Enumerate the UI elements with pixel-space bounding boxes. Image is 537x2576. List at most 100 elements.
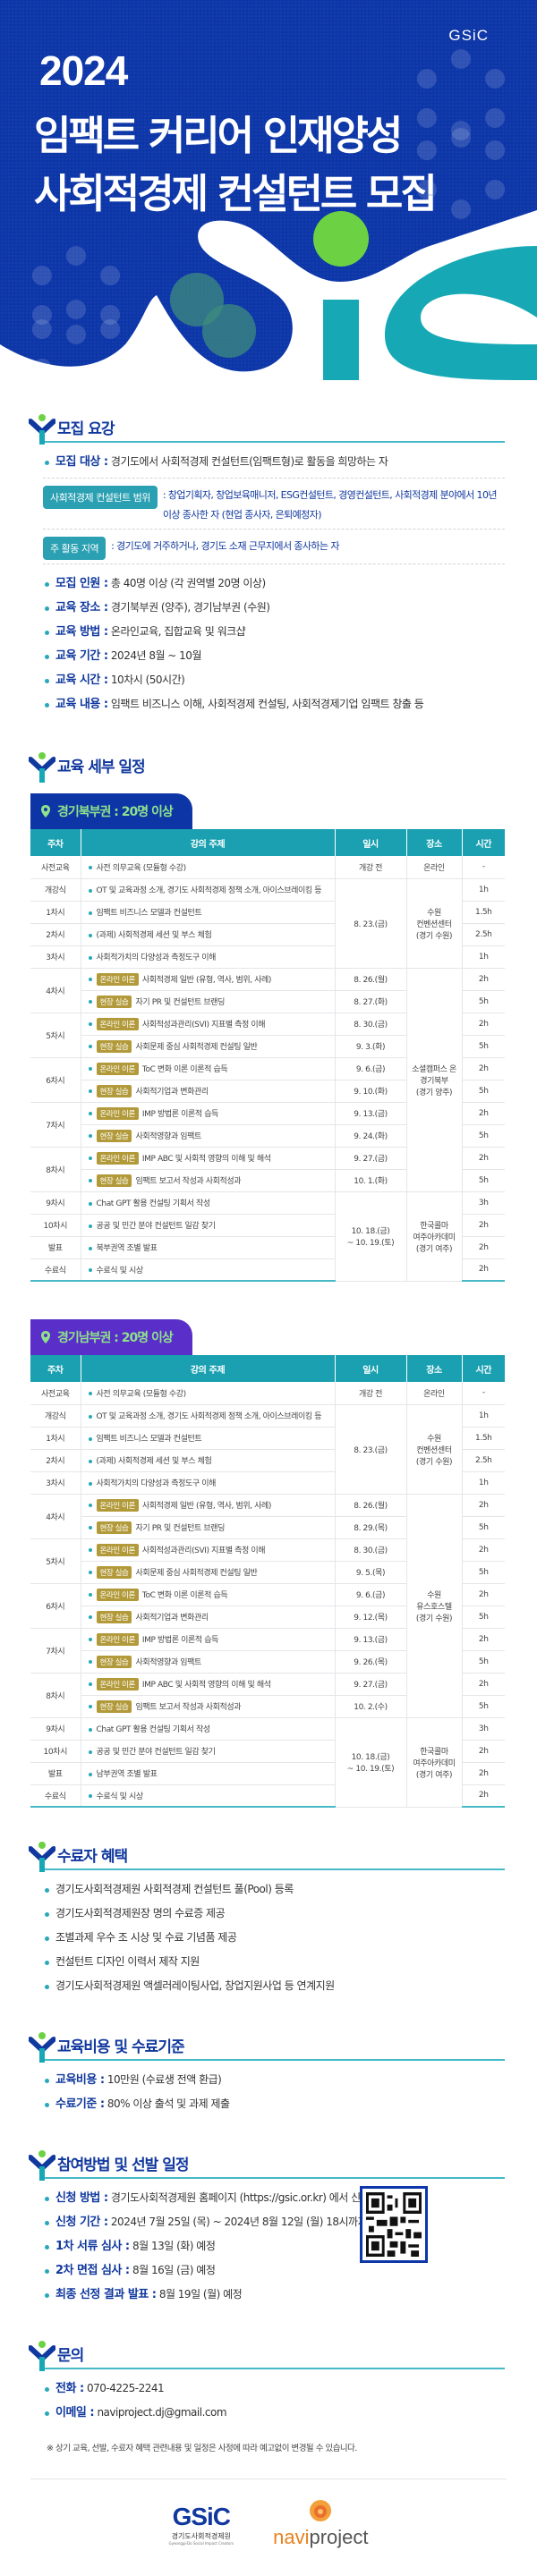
topic-cell: 현장 실습 사회적기업과 변화관리 (81, 1606, 336, 1629)
topic-text: 임팩트 비즈니스 모델과 컨설턴트 (96, 909, 202, 918)
gsic-y-icon (29, 414, 55, 445)
week-cell: 5차시 (30, 1012, 81, 1058)
phone-number[interactable]: 070-4225-2241 (86, 2382, 165, 2394)
item-value: 8월 13일 (화) 예정 (132, 2240, 216, 2252)
topic-cell: 사회적가치의 다양성과 측정도구 이해 (81, 1471, 336, 1495)
field-practice-badge: 현장 실습 (96, 1655, 132, 1668)
table-row: 현장 실습 임팩트 보고서 작성과 사회적성과 10. 2.(수) 5h (30, 1695, 505, 1718)
topic-cell: OT 및 교육과정 소개, 경기도 사회적경제 정책 소개, 아이스브레이킹 등 (81, 878, 336, 902)
bullet-icon (88, 1436, 92, 1441)
week-cell: 7차시 (30, 1101, 81, 1148)
item-label: 수료기준 : (55, 2097, 105, 2111)
item-label: 교육 장소 : (55, 601, 108, 614)
list-item: 교육 방법 : 온라인교육, 집합교육 및 워크샵 (45, 620, 505, 644)
item-label: 교육 시간 : (55, 674, 108, 687)
bullet-icon (88, 1794, 92, 1799)
region-row: 주 활동 지역 : 경기도에 거주하거나, 경기도 소재 근무지에서 종사하는 … (30, 537, 505, 560)
item-label: 최종 선정 결과 발표 : (55, 2288, 157, 2301)
gsic-y-icon (29, 752, 55, 783)
item-label: 이메일 : (55, 2406, 95, 2419)
week-cell: 발표 (30, 1762, 81, 1785)
online-theory-badge: 온라인 이론 (96, 1151, 139, 1165)
column-header: 일시 (335, 829, 407, 856)
item-value: 경기도사회적경제원 홈페이지 (https://gsic.or.kr) 에서 신… (110, 2191, 371, 2204)
column-header: 장소 (406, 829, 463, 856)
topic-cell: 남부권역 조별 발표 (81, 1762, 336, 1785)
topic-text: Chat GPT 활용 컨설팅 기획서 작성 (96, 1725, 211, 1734)
bullet-icon (88, 1268, 92, 1273)
schedule-table-south: 주차 강의 주제 일시 장소 시간 사전교육 사전 의무교육 (모듈형 수강) 개강 전 온라인… (30, 1355, 505, 1808)
qr-code[interactable] (360, 2186, 428, 2263)
scope-row: 사회적경제 컨설턴트 범위 : 창업기획자, 창업보육매니저, ESG컨설턴트,… (30, 486, 505, 525)
bullet-icon (88, 1414, 92, 1419)
table-row: 6차시 온라인 이론 ToC 변화 이론 이론적 습득 9. 6.(금) 2h (30, 1056, 505, 1103)
list-item: 교육 기간 : 2024년 8월 ~ 10월 (45, 644, 505, 668)
hours-cell: 5h (462, 1516, 505, 1539)
column-header: 강의 주제 (81, 1355, 336, 1382)
topic-text: OT 및 교육과정 소개, 경기도 사회적경제 정책 소개, 아이스브레이킹 등 (96, 886, 322, 895)
contact-list: 전화 : 070-4225-2241 이메일 : naviproject.dj@… (30, 2369, 505, 2425)
gsic-name: 경기도사회적경제원 (171, 2532, 231, 2540)
topic-cell: 수료식 및 시상 (81, 1258, 336, 1282)
item-value: 10만원 (수료생 전액 환급) (107, 2073, 222, 2086)
topic-text: 사회적성과관리(SVI) 지표별 측정 이해 (141, 1020, 266, 1030)
list-item: 교육 장소 : 경기북부권 (양주), 경기남부권 (수원) (45, 596, 505, 620)
bullet-icon (88, 1526, 92, 1530)
item-value: 2024년 8월 ~ 10월 (110, 649, 202, 662)
topic-text: 사회적가치의 다양성과 측정도구 이해 (96, 953, 217, 962)
topic-cell: 사전 의무교육 (모듈형 수강) (81, 856, 336, 879)
date-cell: 10. 18.(금) ~ 10. 19.(토) (335, 1191, 407, 1282)
bullet-icon (88, 1772, 92, 1776)
table-row: 현장 실습 자기 PR 및 컨설턴트 브랜딩 8. 27.(화) 5h (30, 990, 505, 1013)
bullet-icon (88, 1000, 92, 1004)
item-label: 2차 면접 심사 : (55, 2264, 130, 2277)
topic-text: 사회적영향과 임팩트 (135, 1657, 201, 1667)
topic-cell: 현장 실습 자기 PR 및 컨설턴트 브랜딩 (81, 990, 336, 1013)
gsic-y-icon (29, 2341, 55, 2371)
list-item: 교육비용 : 10만원 (수료생 전액 환급) (45, 2068, 505, 2092)
week-cell: 9차시 (30, 1716, 81, 1741)
date-cell: 9. 6.(금) (335, 1056, 407, 1080)
item-label: 교육 기간 : (55, 649, 108, 663)
date-cell: 8. 26.(월) (335, 967, 407, 991)
topic-cell: 현장 실습 사회문제 중심 사회적경제 컨설팅 일반 (81, 1035, 336, 1058)
section-title: 모집 요강 (57, 420, 115, 438)
week-cell: 3차시 (30, 945, 81, 969)
hours-cell: 3h (462, 1191, 505, 1215)
navi-text: navi (273, 2526, 310, 2548)
place-cell: 한국콜마 여주아카데미 (경기 여주) (406, 1191, 463, 1282)
hours-cell: 2h (462, 967, 505, 991)
topic-cell: 공공 및 민간 분야 컨설턴트 일감 찾기 (81, 1214, 336, 1237)
section-title: 교육 세부 일정 (57, 758, 146, 776)
topic-text: 사회적영향과 임팩트 (135, 1131, 201, 1141)
gsic-y-icon (29, 1842, 55, 1872)
email-link[interactable]: naviproject.dj@gmail.com (97, 2406, 227, 2419)
week-cell: 개강식 (30, 1404, 81, 1428)
week-cell: 사전교육 (30, 1382, 81, 1405)
place-cell: 온라인 (406, 856, 463, 879)
list-item: 수료기준 : 80% 이상 출석 및 과제 제출 (45, 2092, 505, 2116)
week-cell: 8차시 (30, 1146, 81, 1192)
apply-list: 신청 방법 : 경기도사회적경제원 홈페이지 (https://gsic.or.… (30, 2179, 505, 2307)
hours-cell: 5h (462, 1169, 505, 1192)
date-cell: 10. 2.(수) (335, 1695, 407, 1718)
topic-text: 공공 및 민간 분야 컨설턴트 일감 찾기 (96, 1748, 216, 1757)
item-value: 10차시 (50시간) (110, 674, 185, 686)
week-cell: 발표 (30, 1236, 81, 1259)
column-header: 강의 주제 (81, 829, 336, 856)
topic-cell: OT 및 교육과정 소개, 경기도 사회적경제 정책 소개, 아이스브레이킹 등 (81, 1404, 336, 1428)
week-cell: 개강식 (30, 878, 81, 902)
date-cell: 10. 18.(금) ~ 10. 19.(토) (335, 1716, 407, 1808)
topic-text: 임팩트 비즈니스 모델과 컨설턴트 (96, 1435, 202, 1444)
topic-text: (과제) 사회적경제 세션 및 부스 체험 (96, 1457, 212, 1466)
week-cell: 2차시 (30, 1449, 81, 1472)
topic-text: IMP ABC 및 사회적 영향의 이해 및 해석 (141, 1680, 271, 1690)
hours-cell: 5h (462, 1695, 505, 1718)
table-header-row: 주차 강의 주제 일시 장소 시간 (30, 1355, 505, 1382)
topic-text: IMP 방법론 이론적 습득 (141, 1109, 218, 1119)
hours-cell: 1h (462, 878, 505, 902)
topic-text: 사회적기업과 변화관리 (135, 1087, 209, 1097)
region-chip: 주 활동 지역 (43, 537, 107, 560)
gsic-logo: GSiC (448, 27, 489, 44)
week-cell: 6차시 (30, 1582, 81, 1629)
